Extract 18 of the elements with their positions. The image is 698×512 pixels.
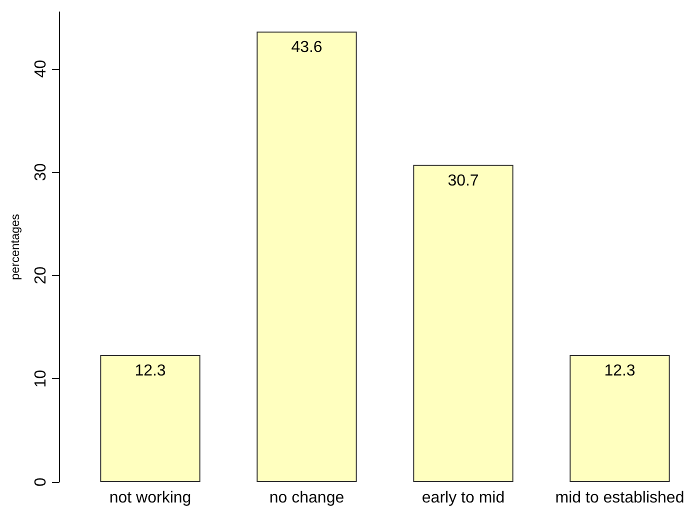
y-tick-label: 20	[32, 266, 50, 284]
data-label: 12.3	[604, 362, 636, 380]
bar	[100, 354, 200, 482]
data-label: 43.6	[291, 39, 322, 56]
bar	[413, 164, 514, 482]
bar	[256, 32, 357, 482]
y-tick-label: 0	[32, 477, 50, 486]
x-tick-label: mid to established	[555, 490, 684, 506]
x-tick-label: no change	[269, 490, 344, 506]
y-axis-title: percentages	[8, 214, 22, 280]
bar	[570, 354, 670, 482]
y-tick-label: 40	[32, 60, 50, 78]
y-tick-label: 10	[32, 370, 50, 388]
data-label: 12.3	[134, 362, 166, 380]
y-tick-label: 30	[32, 163, 50, 182]
x-tick-label: early to mid	[422, 490, 505, 506]
data-label: 30.7	[448, 172, 479, 190]
x-tick-label: not working	[109, 490, 192, 506]
